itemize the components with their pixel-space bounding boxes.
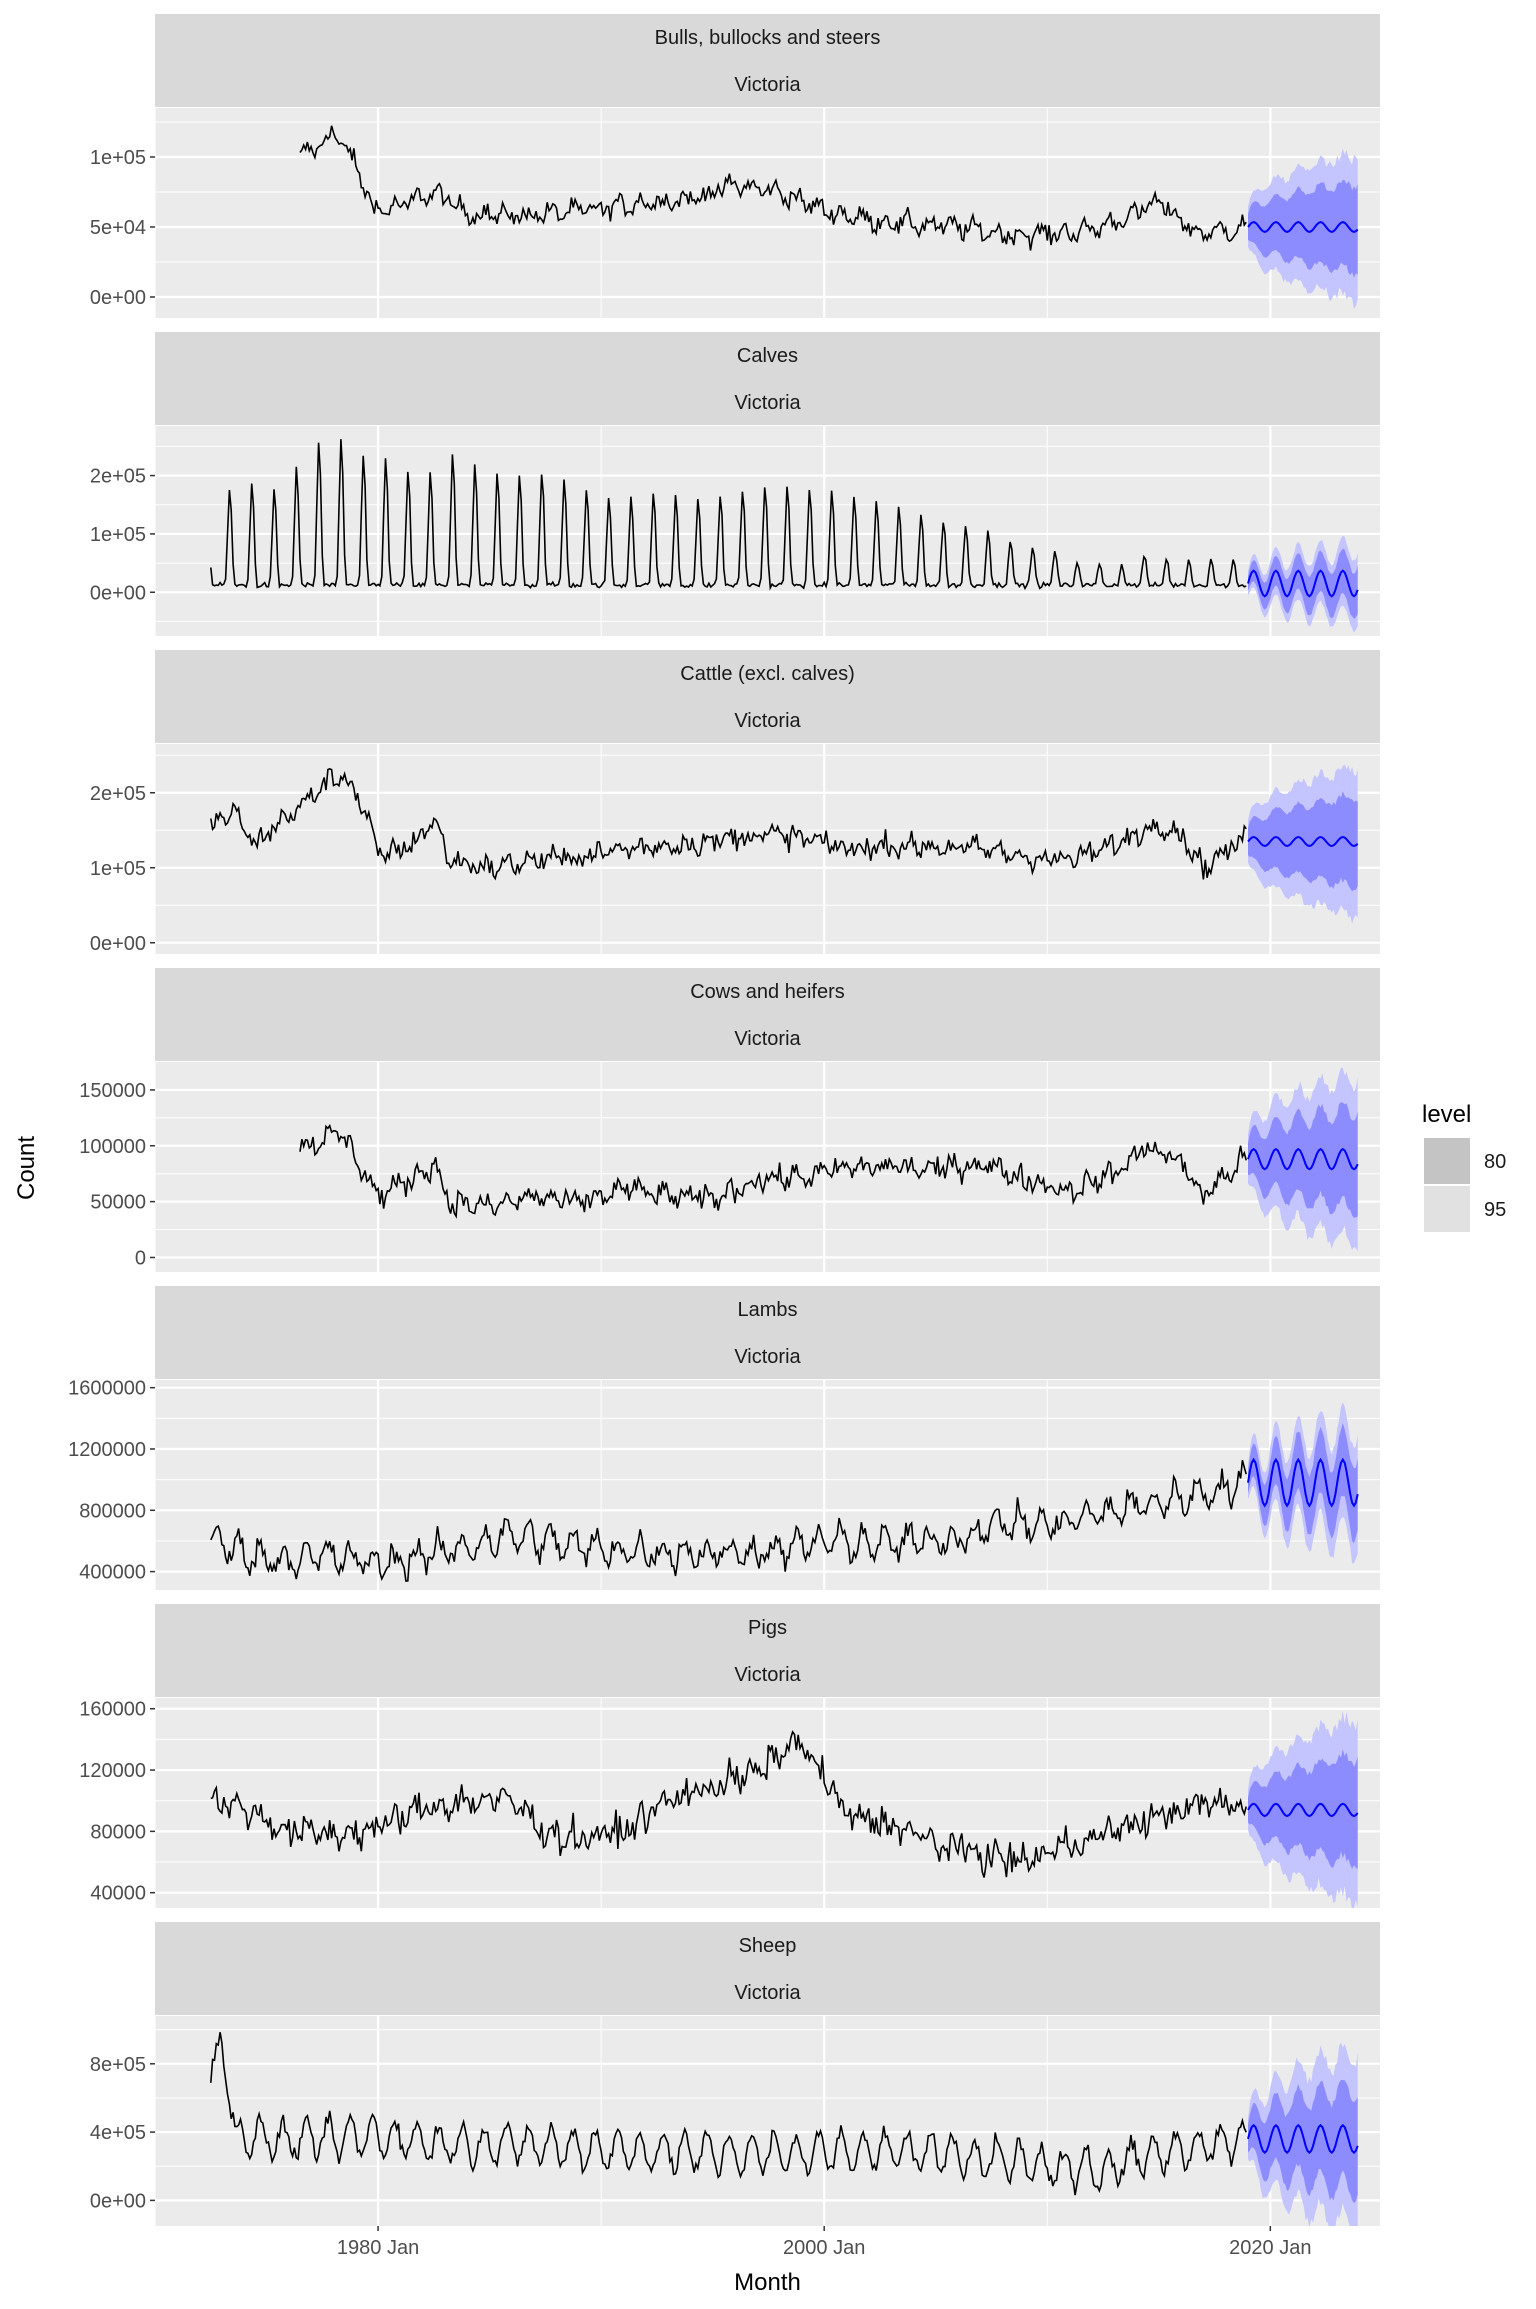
legend-key [1424,1186,1470,1232]
forecast-mean-line [1247,1802,1359,1818]
y-axis-title: Count [13,1136,40,1200]
facet-strip-title: Sheep [739,1935,797,1957]
plot-panel [155,1698,1380,1908]
y-tick-label: 800000 [79,1500,146,1522]
y-tick-label: 100000 [79,1136,146,1158]
facet-strip-title: Pigs [748,1617,787,1639]
series-group [210,1710,1359,1908]
y-tick-label: 150000 [79,1080,146,1102]
forecast-mean-line [1247,2123,1359,2154]
series-group [210,764,1359,924]
y-tick-label: 0e+00 [90,933,146,955]
facet-strip-title: Cattle (excl. calves) [680,663,855,685]
plot-panel [155,2016,1380,2226]
y-tick-label: 8e+05 [90,2054,146,2076]
y-tick-label: 2e+05 [90,466,146,488]
legend-label: 95 [1484,1199,1506,1221]
facet-strip-title: Calves [737,345,798,367]
series-group [210,2032,1359,2226]
y-tick-label: 0 [135,1247,146,1269]
plot-panel [155,108,1380,318]
x-tick-label: 2000 Jan [783,2237,865,2259]
observed-series-line [210,1459,1247,1582]
y-tick-label: 40000 [90,1883,146,1905]
y-tick-label: 0e+00 [90,2190,146,2212]
observed-series-line [299,1123,1247,1219]
facet-strip-title: Cows and heifers [690,981,845,1003]
facet-strip [155,1286,1380,1379]
plot-panel [155,744,1380,954]
legend: level 80 95 [1422,1101,1506,1232]
observed-series-line [210,439,1247,591]
y-tick-label: 50000 [90,1192,146,1214]
y-tick-label: 5e+04 [90,217,146,239]
legend-title: level [1422,1101,1471,1128]
legend-key [1424,1138,1470,1184]
y-tick-label: 120000 [79,1760,146,1782]
plot-panel [155,1380,1380,1590]
y-tick-label: 1e+05 [90,524,146,546]
forecast-band-80 [1248,179,1358,278]
facet-panel: Calves Victoria 0e+00 1e+05 2e+05 [90,332,1380,636]
y-tick-label: 400000 [79,1562,146,1584]
facet-panel: Bulls, bullocks and steers Victoria 0e+00 5… [90,14,1380,318]
legend-label: 80 [1484,1151,1506,1173]
facet-strip-subtitle: Victoria [734,1028,801,1050]
forecast-mean-line [1247,835,1359,848]
y-tick-label: 1e+05 [90,147,146,169]
facet-strip-subtitle: Victoria [734,74,801,96]
y-tick-label: 4e+05 [90,2122,146,2144]
y-tick-label: 1600000 [68,1378,146,1400]
series-group [299,1067,1359,1251]
forecast-mean-line [1247,221,1359,233]
facet-strip-subtitle: Victoria [734,1664,801,1686]
observed-series-line [210,1730,1247,1878]
facet-strip [155,14,1380,107]
forecast-band-80 [1248,1102,1358,1218]
forecast-band-80 [1248,2079,1358,2203]
facet-strip-subtitle: Victoria [734,1346,801,1368]
x-tick-label: 2020 Jan [1229,2237,1311,2259]
series-group [299,125,1359,309]
facet-strip [155,968,1380,1061]
observed-series-line [210,2032,1247,2196]
plot-panel [155,1062,1380,1272]
y-tick-label: 80000 [90,1821,146,1843]
y-tick-label: 2e+05 [90,783,146,805]
facet-panel: Sheep Victoria 0e+00 4e+05 8e+05 1980 Jan 2000… [90,1922,1380,2259]
facet-panel: Pigs Victoria 40000 80000 120000 160000 [79,1604,1380,1908]
series-group [210,439,1359,633]
facet-strip-subtitle: Victoria [734,1982,801,2004]
facet-panel: Cows and heifers Victoria 0 50000 100000 1500… [79,968,1380,1272]
series-group [210,1402,1359,1582]
facet-panel: Cattle (excl. calves) Victoria 0e+00 1e+05 2… [90,650,1380,955]
facet-strip [155,1922,1380,2015]
facet-strip-title: Bulls, bullocks and steers [655,27,881,49]
y-tick-label: 160000 [79,1699,146,1721]
forecast-mean-line [1247,1457,1359,1508]
y-tick-label: 1e+05 [90,858,146,880]
facet-strip-subtitle: Victoria [734,392,801,414]
y-tick-label: 1200000 [68,1439,146,1461]
y-tick-label: 0e+00 [90,582,146,604]
facet-strip-subtitle: Victoria [734,710,801,732]
facet-strip-title: Lambs [737,1299,797,1321]
forecast-mean-line [1247,569,1359,598]
observed-series-line [299,125,1247,251]
x-axis-title: Month [734,2269,801,2296]
facet-panel: Lambs Victoria 400000 800000 1200000 1600000 [68,1286,1380,1590]
observed-series-line [210,768,1247,881]
x-tick-label: 1980 Jan [337,2237,419,2259]
facet-strip [155,650,1380,743]
facet-strip [155,332,1380,425]
y-tick-label: 0e+00 [90,287,146,309]
forecast-mean-line [1247,1147,1359,1171]
facet-strip [155,1604,1380,1697]
